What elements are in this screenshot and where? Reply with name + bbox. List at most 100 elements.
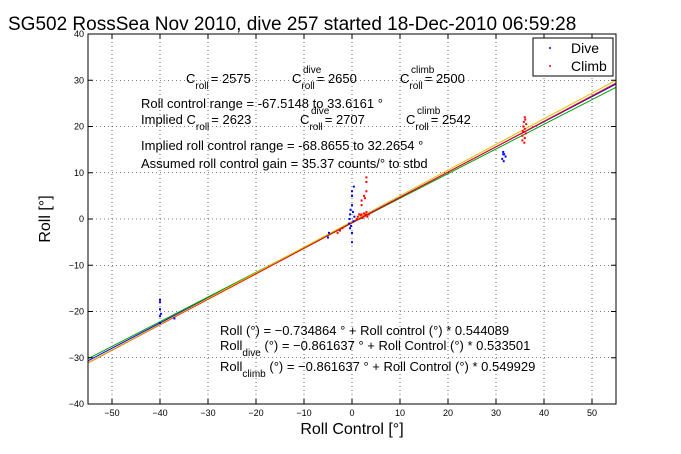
- climb-point: [366, 215, 369, 218]
- climb-point: [364, 213, 367, 216]
- implied-c-roll-dive-annotation: Croll= 2707: [300, 112, 365, 133]
- dive-point: [351, 231, 353, 234]
- fit-equation-text: Roll (°) = −0.734864 ° + Roll control (°…: [220, 323, 509, 338]
- climb-point: [336, 231, 339, 234]
- climb-point: [363, 194, 365, 197]
- climb-point: [523, 137, 526, 140]
- chart-title: SG502 RossSea Nov 2010, dive 257 started…: [8, 14, 576, 35]
- roll-gain-text: Assumed roll control gain = 35.37 counts…: [141, 156, 428, 171]
- x-tick-label: 0: [349, 408, 354, 418]
- y-tick-label: 30: [74, 75, 84, 85]
- y-tick-label: 0: [79, 214, 84, 224]
- climb-point: [525, 123, 528, 126]
- data-points: [159, 116, 528, 325]
- fit-annotations: Roll (°) = −0.734864 ° + Roll control (°…: [220, 323, 535, 380]
- dive-point: [159, 315, 161, 318]
- dive-point: [503, 153, 506, 156]
- x-tick-label: 20: [443, 408, 453, 418]
- climb-point: [363, 197, 366, 200]
- c-roll-climb-annotation: Croll= 2500: [400, 71, 465, 92]
- legend: Dive Climb: [532, 37, 614, 77]
- climb-point: [339, 229, 341, 232]
- x-tick-label: 30: [491, 408, 501, 418]
- climb-point: [365, 176, 368, 179]
- legend-label-dive: Dive: [571, 40, 599, 56]
- climb-point: [521, 130, 524, 133]
- dive-point: [502, 150, 505, 153]
- dive-point: [352, 220, 355, 223]
- calibration-annotations: Croll= 2575 Croll= 2650 dive Croll= 2500…: [141, 65, 471, 171]
- c-roll-annotation: Croll= 2575: [186, 71, 251, 92]
- climb-point: [363, 212, 365, 215]
- implied-c-roll-annotation: Implied Croll= 2623: [141, 112, 251, 133]
- climb-point: [524, 118, 527, 121]
- y-tick-label: −30: [69, 353, 84, 363]
- x-tick-label: 40: [539, 408, 549, 418]
- dive-point: [351, 194, 353, 197]
- climb-point: [355, 218, 358, 220]
- climb-point: [523, 116, 526, 119]
- dive-point: [351, 211, 354, 214]
- roll-control-range-text: Roll control range = -67.5148 to 33.6161…: [141, 96, 383, 111]
- dive-point: [351, 204, 353, 207]
- dive-point: [159, 301, 161, 304]
- dive-point: [351, 241, 353, 244]
- fit-line: [87, 79, 617, 364]
- climb-point: [523, 127, 526, 130]
- x-tick-label: −30: [200, 408, 215, 418]
- dive-point: [159, 312, 162, 315]
- climb-point: [358, 213, 361, 216]
- climb-point: [524, 132, 527, 135]
- dive-point: [173, 317, 176, 320]
- grid-lines: [88, 34, 616, 404]
- dive-point: [504, 155, 507, 158]
- dive-point: [350, 224, 353, 227]
- y-tick-label: 40: [74, 29, 84, 39]
- dive-point: [501, 157, 504, 160]
- climb-point: [341, 227, 344, 230]
- x-tick-label: −20: [248, 408, 263, 418]
- x-tick-label: 50: [587, 408, 597, 418]
- y-axis-label: Roll [°]: [37, 195, 54, 242]
- fit-dive-equation: Rolldive (°) = −0.861637 ° + Roll Contro…: [220, 338, 530, 359]
- legend-label-climb: Climb: [571, 58, 607, 74]
- implied-c-roll-dive-sup: dive: [311, 106, 330, 117]
- climb-point: [363, 215, 366, 218]
- axis-ticks: −50 −40 −30 −20 −10 0 10 20 30 40 50 −40 −30 −20 −10 0 1…: [69, 29, 616, 418]
- y-tick-label: −40: [69, 399, 84, 409]
- climb-point: [360, 213, 363, 216]
- y-tick-label: 20: [74, 122, 84, 132]
- climb-point: [361, 217, 364, 220]
- implied-range-text: Implied roll control range = -68.8655 to…: [141, 138, 423, 153]
- c-roll-dive-annotation: Croll= 2650: [292, 71, 357, 92]
- dive-point: [159, 298, 161, 301]
- y-tick-label: −10: [69, 260, 84, 270]
- climb-point: [360, 199, 363, 202]
- climb-point: [521, 134, 524, 137]
- dive-point: [327, 231, 330, 234]
- fit-line: [87, 82, 617, 364]
- climb-point: [356, 215, 359, 218]
- x-tick-label: −50: [104, 408, 119, 418]
- climb-point: [522, 120, 525, 123]
- dive-point: [349, 208, 352, 211]
- climb-point: [367, 213, 370, 216]
- c-roll-dive-sup: dive: [303, 65, 322, 76]
- climb-point: [522, 125, 525, 128]
- x-tick-label: −40: [152, 408, 167, 418]
- c-roll-climb-sup: climb: [411, 65, 435, 76]
- x-tick-label: 10: [395, 408, 405, 418]
- implied-c-roll-climb-sup: climb: [417, 106, 441, 117]
- dive-point: [349, 227, 352, 230]
- legend-marker-dive: [549, 47, 551, 49]
- dive-point: [159, 322, 161, 325]
- climb-point: [365, 190, 368, 193]
- implied-c-roll-climb-annotation: Croll= 2542: [406, 112, 471, 133]
- x-axis-label: Roll Control [°]: [300, 421, 403, 438]
- climb-point: [523, 141, 526, 144]
- y-tick-label: 10: [74, 168, 84, 178]
- dive-point: [348, 222, 351, 225]
- fit-lines: [87, 79, 617, 364]
- dive-point: [327, 236, 329, 239]
- dive-point: [349, 213, 352, 216]
